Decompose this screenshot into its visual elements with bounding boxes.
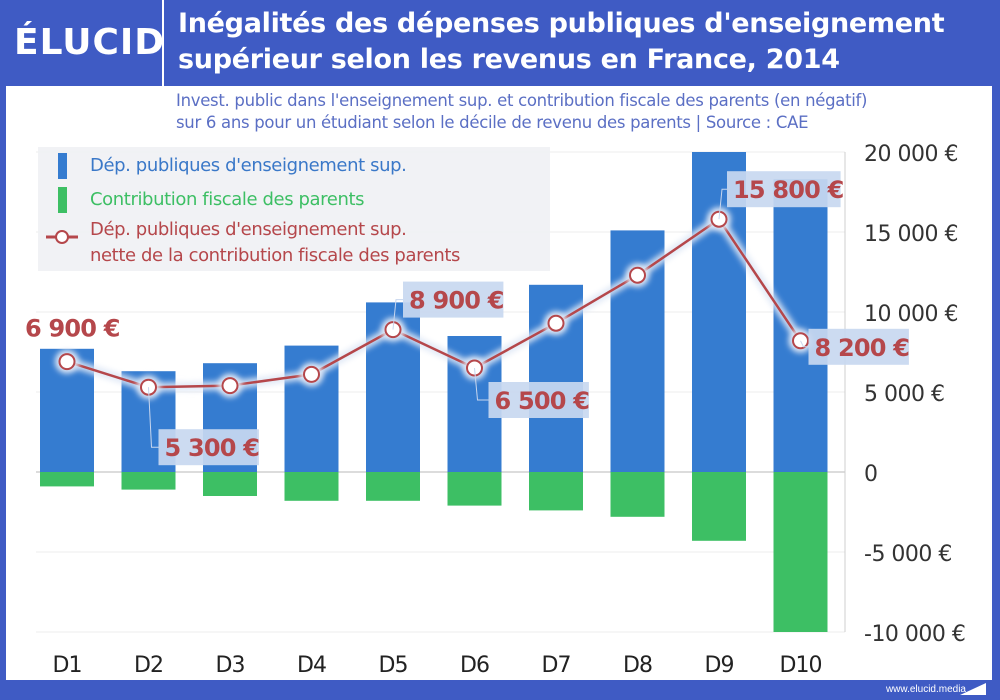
x-tick-label: D7	[542, 653, 571, 678]
bar-parent-contribution	[40, 472, 94, 487]
bar-parent-contribution	[610, 472, 665, 517]
bar-public-spending	[773, 179, 828, 472]
bar-parent-contribution	[203, 472, 257, 496]
legend-label-parent-contribution: Contribution fiscale des parents	[90, 189, 365, 210]
x-tick-label: D8	[623, 653, 652, 678]
label-background	[403, 281, 504, 318]
y-tick-label: 5 000 €	[864, 382, 944, 407]
net-point	[58, 353, 76, 371]
x-tick-label: D9	[705, 653, 734, 678]
title-line-1: Inégalités des dépenses publiques d'ense…	[178, 8, 945, 39]
bar-parent-contribution	[366, 472, 420, 501]
legend-line-marker-icon	[46, 230, 78, 244]
net-point	[221, 377, 239, 395]
x-tick-label: D6	[460, 653, 489, 678]
y-tick-label: 10 000 €	[864, 302, 958, 327]
legend-swatch-green	[58, 187, 67, 213]
label-leader	[718, 188, 727, 220]
bar-parent-contribution	[529, 472, 583, 511]
title-line-2: supérieur selon les revenus en France, 2…	[178, 44, 840, 75]
bar-parent-contribution	[284, 472, 339, 501]
header: ÉLUCID Inégalités des dépenses publiques…	[0, 0, 1000, 86]
x-tick-label: D4	[297, 653, 326, 678]
y-tick-label: 0	[864, 462, 878, 487]
bar-parent-contribution	[447, 472, 502, 506]
label-background	[808, 328, 909, 365]
subtitle-line-1: Invest. public dans l'enseignement sup. …	[176, 91, 868, 110]
y-tick-label: 20 000 €	[864, 142, 958, 167]
label-background	[727, 171, 841, 208]
legend-label-net-line-1: Dép. publiques d'enseignement sup.	[90, 219, 407, 240]
x-tick-label: D3	[216, 653, 245, 678]
label-background	[158, 429, 259, 466]
label-leader	[148, 387, 159, 448]
net-value-label: 5 300 €	[165, 434, 260, 462]
chart-title: Inégalités des dépenses publiques d'ense…	[178, 6, 998, 78]
net-point	[303, 365, 320, 383]
y-tick-label: -10 000 €	[864, 622, 965, 647]
y-tick-label: 15 000 €	[864, 222, 958, 247]
logo-divider	[162, 0, 164, 86]
legend-label-public-spending: Dép. publiques d'enseignement sup.	[90, 155, 407, 176]
elucid-mark-icon	[960, 683, 986, 695]
bar-parent-contribution	[692, 472, 746, 541]
x-tick-label: D1	[53, 653, 82, 678]
legend: Dép. publiques d'enseignement sup. Contr…	[38, 147, 550, 271]
x-tick-label: D5	[379, 653, 408, 678]
net-value-label: 8 200 €	[815, 334, 910, 362]
subtitle-line-2: sur 6 ans pour un étudiant selon le déci…	[176, 113, 809, 132]
net-value-label: 15 800 €	[733, 176, 844, 204]
x-axis: D1 D2 D3 D4 D5 D6 D7 D8 D9 D10	[53, 653, 823, 678]
y-axis: 20 000 € 15 000 € 10 000 € 5 000 € 0 -5 000 €…	[864, 142, 966, 647]
y-tick-label: -5 000 €	[864, 542, 952, 567]
legend-label-net-line-2: nette de la contribution fiscale des par…	[90, 245, 460, 266]
legend-swatch-blue	[58, 153, 67, 179]
chart-subtitle: Invest. public dans l'enseignement sup. …	[176, 90, 996, 134]
label-leader	[392, 299, 403, 330]
label-leader	[800, 340, 809, 348]
net-line-path	[66, 217, 802, 389]
elucid-logo: ÉLUCID	[14, 22, 166, 63]
bar-parent-contribution	[121, 472, 176, 490]
footer-url[interactable]: www.elucid.media	[885, 684, 966, 695]
x-tick-label: D2	[134, 653, 163, 678]
x-tick-label: D10	[780, 653, 822, 678]
net-point	[629, 266, 646, 284]
net-value-label: 8 900 €	[409, 287, 504, 315]
bar-parent-contribution	[773, 472, 828, 632]
net-point	[547, 314, 565, 332]
data-labels: 6 900 € 5 300 € 8 900 € 6 500 € 15 800 € 8 20…	[25, 171, 910, 466]
label-leader	[474, 367, 489, 401]
label-background	[488, 382, 589, 418]
net-value-label: 6 500 €	[495, 387, 590, 415]
net-value-label: 6 900 €	[25, 315, 120, 343]
